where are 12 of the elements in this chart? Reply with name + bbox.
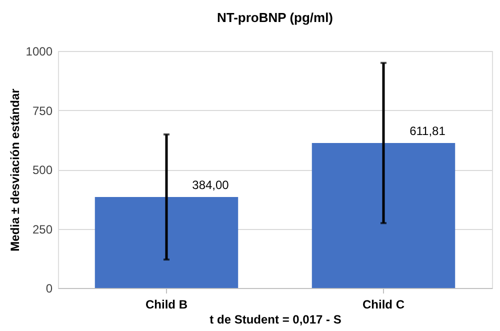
y-tick-label: 250 [32, 222, 53, 236]
chart-title: NT-proBNP (pg/ml) [216, 10, 334, 25]
data-label: 611,81 [410, 124, 446, 138]
x-tick-label: Child C [362, 298, 405, 312]
x-tick-label: Child B [146, 298, 188, 312]
x-axis-title: t de Student = 0,017 - S [210, 312, 342, 326]
y-tick-label: 750 [32, 104, 53, 118]
data-label: 384,00 [192, 178, 230, 192]
y-tick-label: 500 [32, 163, 53, 177]
y-tick-label: 0 [46, 282, 53, 296]
y-axis-title: Media ± desviación estándar [8, 88, 22, 252]
y-tick-label: 1000 [26, 44, 53, 58]
